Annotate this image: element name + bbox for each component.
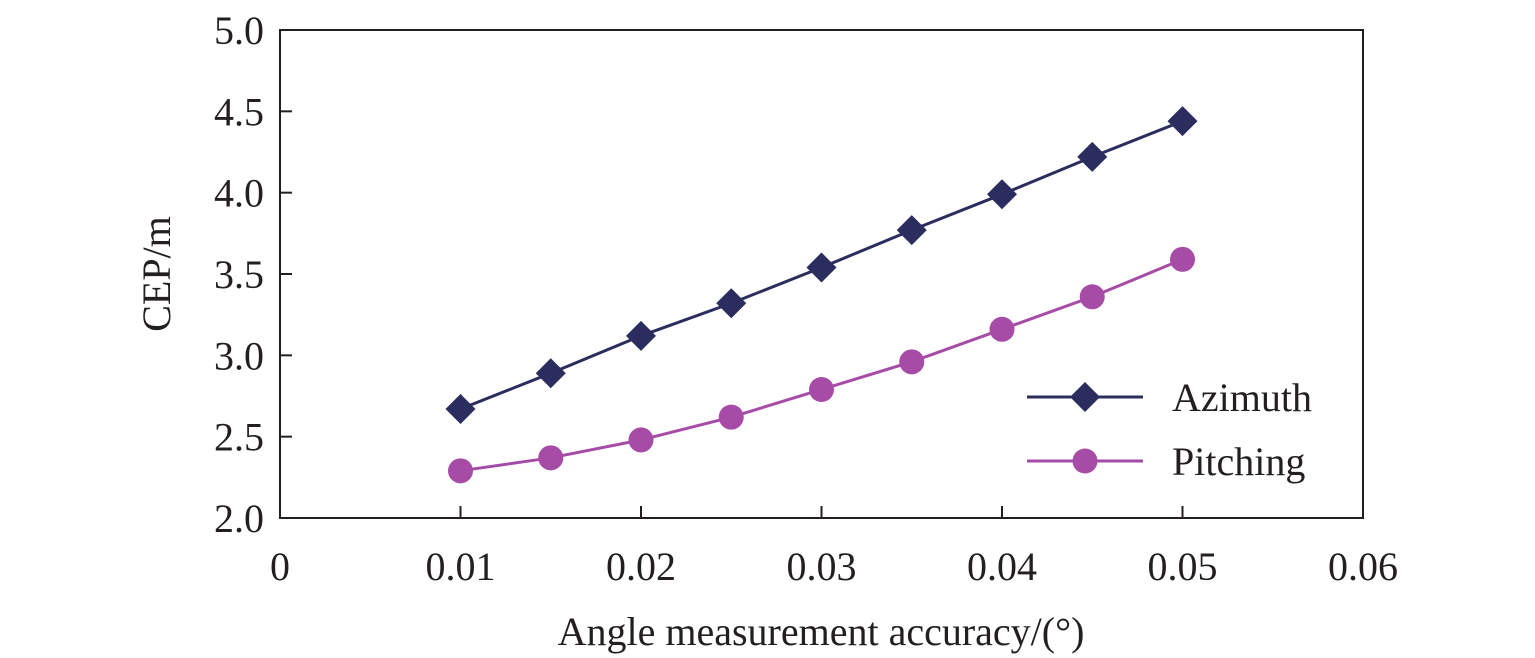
data-point-azimuth xyxy=(445,394,476,425)
x-tick-label: 0.06 xyxy=(1328,544,1398,589)
y-axis-title: CEP/m xyxy=(134,216,179,332)
data-point-pitching xyxy=(538,445,564,471)
data-point-pitching xyxy=(1170,246,1195,272)
data-point-pitching xyxy=(718,404,744,430)
data-point-pitching xyxy=(448,458,473,484)
y-axis-ticks: 2.0 2.5 3.0 3.5 4.0 4.5 5.0 xyxy=(214,8,292,541)
data-point-azimuth xyxy=(535,358,566,389)
legend-label: Pitching xyxy=(1172,439,1305,484)
legend: Azimuth Pitching xyxy=(1027,375,1312,484)
x-axis-ticks: 0 0.01 0.02 0.03 0.04 0.05 0.06 xyxy=(270,506,1398,589)
legend-marker xyxy=(1070,382,1100,412)
x-axis-title: Angle measurement accuracy/(°) xyxy=(558,609,1085,654)
y-tick-label: 3.0 xyxy=(214,333,264,378)
x-tick-label: 0.02 xyxy=(606,544,676,589)
data-point-azimuth xyxy=(1167,106,1198,137)
y-tick-label: 4.0 xyxy=(214,171,264,216)
legend-item-azimuth: Azimuth xyxy=(1027,375,1312,420)
data-point-azimuth xyxy=(806,252,837,283)
x-tick-label: 0 xyxy=(270,544,290,589)
data-point-azimuth xyxy=(987,179,1017,210)
data-point-azimuth xyxy=(626,320,656,351)
y-tick-label: 4.5 xyxy=(214,89,264,134)
legend-label: Azimuth xyxy=(1172,375,1312,420)
x-tick-label: 0.04 xyxy=(967,544,1037,589)
x-tick-label: 0.03 xyxy=(787,544,857,589)
legend-item-pitching: Pitching xyxy=(1027,439,1305,484)
y-tick-label: 3.5 xyxy=(214,252,264,297)
series-pitching xyxy=(448,246,1195,484)
y-tick-label: 5.0 xyxy=(214,8,264,53)
data-point-azimuth xyxy=(1077,141,1108,172)
data-point-pitching xyxy=(809,376,834,402)
data-point-pitching xyxy=(1079,284,1105,310)
series-azimuth xyxy=(445,106,1198,425)
data-point-pitching xyxy=(899,349,925,375)
x-tick-label: 0.01 xyxy=(426,544,496,589)
y-tick-label: 2.5 xyxy=(214,415,264,460)
x-tick-label: 0.05 xyxy=(1148,544,1218,589)
series-layer xyxy=(445,106,1198,484)
data-point-azimuth xyxy=(896,215,927,246)
data-point-azimuth xyxy=(716,288,747,319)
y-tick-label: 2.0 xyxy=(214,496,264,541)
legend-marker xyxy=(1072,448,1098,474)
data-point-pitching xyxy=(628,427,654,453)
data-point-pitching xyxy=(989,316,1015,342)
